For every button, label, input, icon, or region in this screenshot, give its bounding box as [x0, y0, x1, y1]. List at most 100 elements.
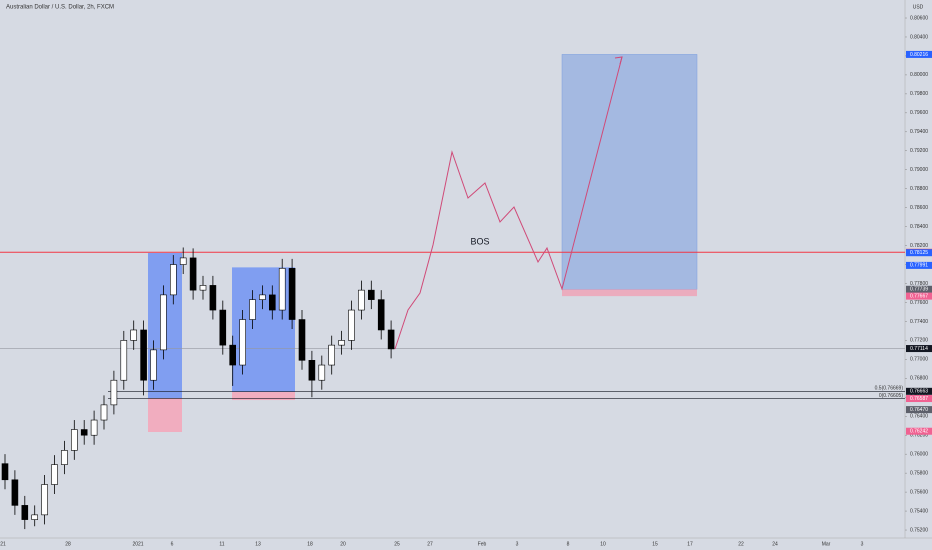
x-tick-label: 20	[340, 541, 346, 547]
y-tick-label: 0.75400	[910, 508, 928, 514]
candle-body	[209, 285, 217, 311]
candle-body	[21, 505, 29, 520]
x-tick-label: 8	[567, 541, 570, 547]
y-tick-label: 0.79600	[910, 110, 928, 116]
candle-body	[130, 329, 137, 341]
candle-body	[288, 268, 296, 320]
candle-body	[120, 340, 128, 381]
x-tick-label: 24	[772, 541, 778, 547]
y-tick-label: 0.79000	[910, 167, 928, 173]
price-tag-label: 0.76663	[910, 389, 928, 395]
price-tag	[906, 50, 932, 58]
candle-body	[71, 429, 78, 451]
arrow-head	[614, 56, 623, 65]
candle-body	[51, 464, 58, 485]
y-tick-label: 0.79400	[910, 129, 928, 135]
stop-zone	[232, 391, 295, 401]
price-tag-label: 0.76470	[910, 407, 928, 413]
fib-label: 0.5(0.76669)	[875, 386, 904, 392]
price-tag	[906, 249, 932, 257]
x-tick-label: 18	[307, 541, 313, 547]
candle-body	[90, 419, 98, 436]
candle-body	[239, 319, 246, 366]
price-tag-label: 0.76242	[910, 429, 928, 435]
candle-body	[219, 309, 227, 346]
candle-body	[328, 344, 336, 366]
y-tick-label: 0.77800	[910, 281, 928, 287]
candle-body	[318, 364, 326, 381]
candle-body	[80, 429, 88, 436]
fib-label: 0(0.76605)	[879, 393, 904, 399]
stop-box	[562, 289, 697, 297]
price-axis	[905, 0, 932, 550]
candle-body	[338, 340, 345, 346]
candle-body	[229, 344, 236, 366]
candle-body	[259, 294, 266, 300]
y-tick-label: 0.79800	[910, 91, 928, 97]
y-tick-label: 0.75200	[910, 527, 928, 533]
candle-body	[377, 299, 385, 331]
price-tag	[906, 261, 932, 269]
candle-body	[249, 299, 256, 320]
x-tick-label: 11	[219, 541, 224, 547]
projection-path	[394, 56, 623, 350]
bos-label: BOS	[470, 236, 489, 246]
candle-body	[298, 319, 306, 361]
candle-body	[170, 264, 177, 296]
x-tick-label: 10	[600, 541, 606, 547]
x-tick-label: 21	[0, 541, 6, 547]
candle-body	[41, 484, 48, 516]
price-tag	[906, 395, 932, 403]
stop-zone	[148, 398, 182, 432]
candle-body	[278, 268, 286, 311]
candle-body	[1, 463, 9, 481]
price-tag	[906, 406, 932, 414]
candle-body	[110, 379, 118, 406]
price-tag-label: 0.77114	[910, 346, 928, 352]
x-tick-label: 15	[652, 541, 658, 547]
candle-body	[31, 514, 39, 520]
price-tag	[906, 427, 932, 435]
y-tick-label: 0.80400	[910, 34, 928, 40]
x-tick-label: 28	[65, 541, 71, 547]
price-tag	[906, 345, 932, 353]
y-tick-label: 0.78600	[910, 205, 928, 211]
candle-body	[199, 285, 207, 291]
price-tag	[906, 292, 932, 300]
y-tick-label: 0.78400	[910, 224, 928, 230]
candle-body	[189, 257, 197, 291]
x-tick-label: 3	[516, 541, 519, 547]
candle-body	[367, 289, 375, 300]
candle-body	[160, 294, 167, 351]
target-box	[561, 54, 698, 290]
price-tag-label: 0.77739	[910, 287, 928, 293]
candle-body	[348, 309, 355, 341]
price-tag	[906, 285, 932, 293]
chart-title: Australian Dollar / U.S. Dollar, 2h, FXC…	[6, 5, 114, 11]
x-tick-label: Mar	[822, 541, 831, 547]
candle-body	[358, 289, 365, 311]
x-tick-label: 27	[427, 541, 433, 547]
y-tick-label: 0.80600	[910, 15, 928, 21]
candle-body	[61, 450, 68, 465]
y-tick-label: 0.79200	[910, 148, 928, 154]
x-tick-label: 2021	[132, 541, 143, 547]
candle-body	[387, 329, 395, 350]
x-tick-label: 6	[171, 541, 174, 547]
price-tag-label: 0.76587	[910, 396, 928, 402]
candle-body	[150, 349, 157, 381]
price-tag-label: 0.77991	[910, 263, 928, 269]
x-tick-label: Feb	[478, 541, 487, 547]
y-tick-label: 0.77400	[910, 319, 928, 325]
x-tick-label: 3	[861, 541, 864, 547]
x-tick-label: 25	[394, 541, 400, 547]
y-tick-label: 0.78800	[910, 186, 928, 192]
y-tick-label: 0.75600	[910, 489, 928, 495]
candle-body	[268, 294, 276, 311]
candle-body	[100, 404, 108, 421]
y-tick-label: 0.75800	[910, 470, 928, 476]
candle-body	[140, 329, 147, 381]
y-tick-label: 0.76200	[910, 433, 928, 439]
